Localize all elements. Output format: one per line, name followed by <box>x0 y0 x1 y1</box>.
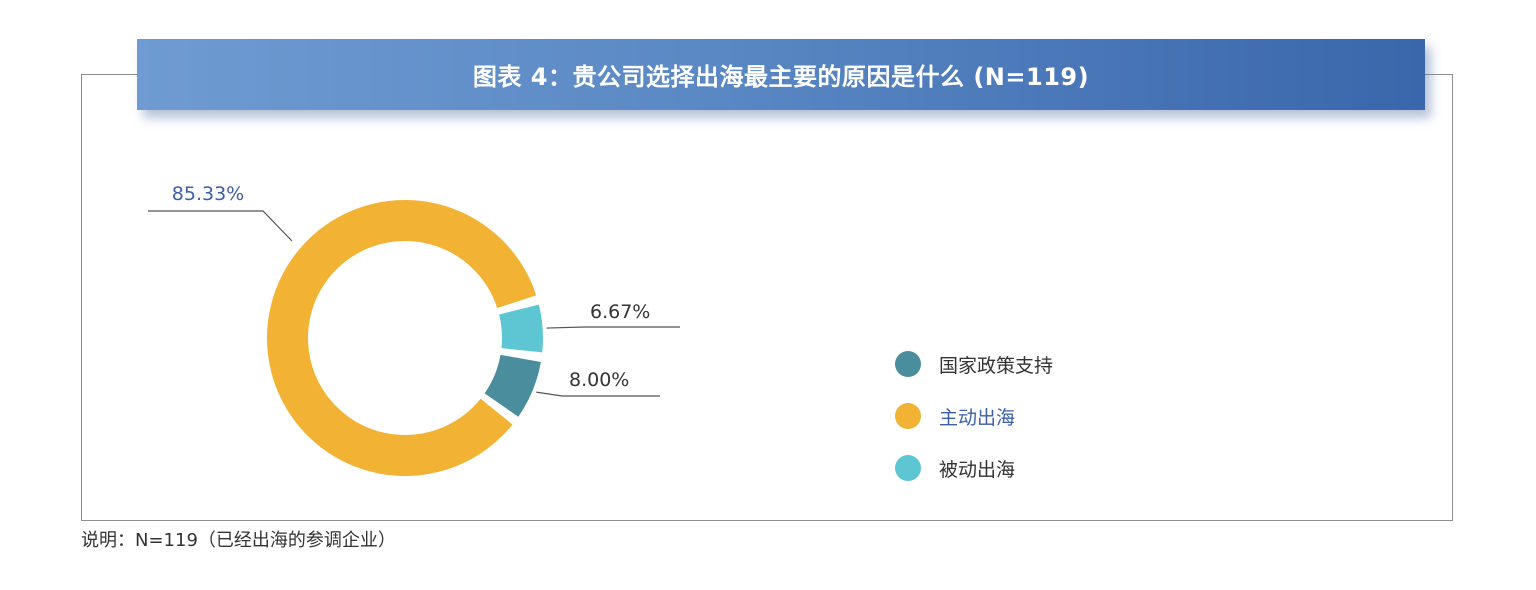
donut-slice-policy <box>484 354 541 417</box>
leader-line-passive <box>546 326 680 329</box>
data-label-active: 85.33% <box>172 183 244 205</box>
legend-swatch-policy <box>895 351 921 377</box>
chart-title: 图表 4：贵公司选择出海最主要的原因是什么 (N=119) <box>472 63 1090 91</box>
data-label-policy: 8.00% <box>569 369 629 391</box>
legend-label-active: 主动出海 <box>939 406 1016 429</box>
legend-label-passive: 被动出海 <box>939 458 1016 481</box>
legend-label-policy: 国家政策支持 <box>939 354 1054 377</box>
data-label-passive: 6.67% <box>590 301 650 323</box>
donut-slice-passive <box>499 304 543 353</box>
legend-item-active: 主动出海 <box>895 390 1155 442</box>
legend: 国家政策支持 主动出海 被动出海 <box>895 338 1155 494</box>
slice-labels: 8.00% 85.33% 6.67% <box>172 183 651 391</box>
title-banner: 图表 4：贵公司选择出海最主要的原因是什么 (N=119) <box>137 39 1425 110</box>
legend-item-passive: 被动出海 <box>895 442 1155 494</box>
legend-item-policy: 国家政策支持 <box>895 338 1155 390</box>
leader-line-active <box>148 210 293 242</box>
leader-line-policy <box>536 391 660 397</box>
legend-swatch-passive <box>895 455 921 481</box>
footnote: 说明：N=119（已经出海的参调企业） <box>81 530 396 551</box>
legend-swatch-active <box>895 403 921 429</box>
donut-slice-active <box>267 199 537 476</box>
leader-lines <box>148 210 680 397</box>
donut-slices <box>267 199 543 476</box>
